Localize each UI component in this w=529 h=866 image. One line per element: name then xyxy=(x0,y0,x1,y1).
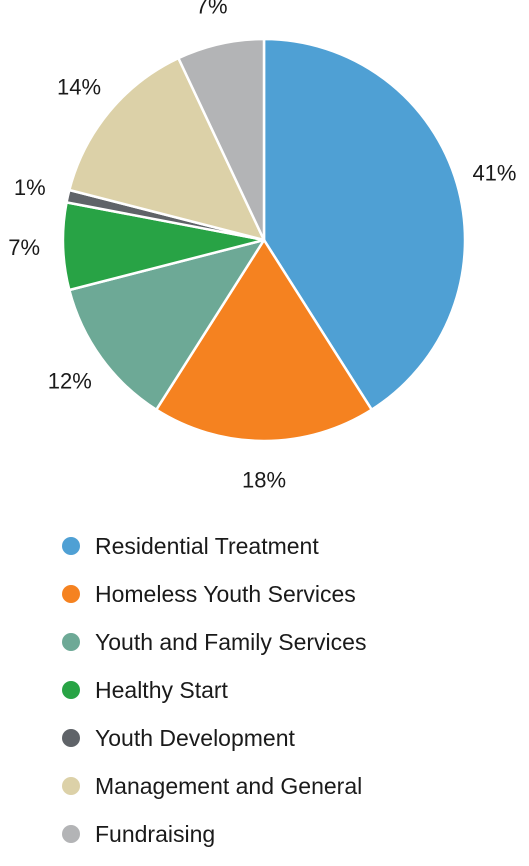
slice-label: 41% xyxy=(472,161,516,186)
legend-item: Residential Treatment xyxy=(62,530,366,562)
slice-label: 1% xyxy=(14,175,46,200)
legend-label: Residential Treatment xyxy=(95,532,319,559)
pie-slice xyxy=(68,238,266,411)
legend-label: Youth Development xyxy=(95,724,295,751)
pie-slices xyxy=(61,37,467,443)
slice-labels: 41% 18% 12% 7% 1% 14% 7% xyxy=(8,0,516,493)
legend-item: Youth Development xyxy=(62,722,366,754)
legend-item: Youth and Family Services xyxy=(62,626,366,658)
pie-slice xyxy=(177,37,266,242)
pie-slice xyxy=(68,56,266,242)
slice-label: 12% xyxy=(48,369,92,394)
legend-swatch xyxy=(62,777,80,795)
legend-label: Fundraising xyxy=(95,820,216,847)
pie-slice xyxy=(155,238,373,443)
legend-label: Homeless Youth Services xyxy=(95,580,356,607)
legend-label: Healthy Start xyxy=(95,676,228,703)
pie-chart: 41% 18% 12% 7% 1% 14% 7% xyxy=(8,0,516,493)
legend-item: Management and General xyxy=(62,770,366,802)
legend-swatch xyxy=(62,537,80,555)
legend-swatch xyxy=(62,729,80,747)
slice-label: 18% xyxy=(242,468,286,493)
slice-label: 7% xyxy=(8,235,40,260)
legend-swatch xyxy=(62,633,80,651)
slice-label: 14% xyxy=(57,75,101,100)
chart-legend: Residential Treatment Homeless Youth Serv… xyxy=(62,530,366,866)
legend-label: Youth and Family Services xyxy=(95,628,367,655)
legend-item: Homeless Youth Services xyxy=(62,578,366,610)
slice-label: 7% xyxy=(196,0,228,18)
legend-label: Management and General xyxy=(95,772,363,799)
legend-swatch xyxy=(62,681,80,699)
legend-swatch xyxy=(62,585,80,603)
legend-item: Fundraising xyxy=(62,818,366,850)
legend-item: Healthy Start xyxy=(62,674,366,706)
legend-swatch xyxy=(62,825,80,843)
